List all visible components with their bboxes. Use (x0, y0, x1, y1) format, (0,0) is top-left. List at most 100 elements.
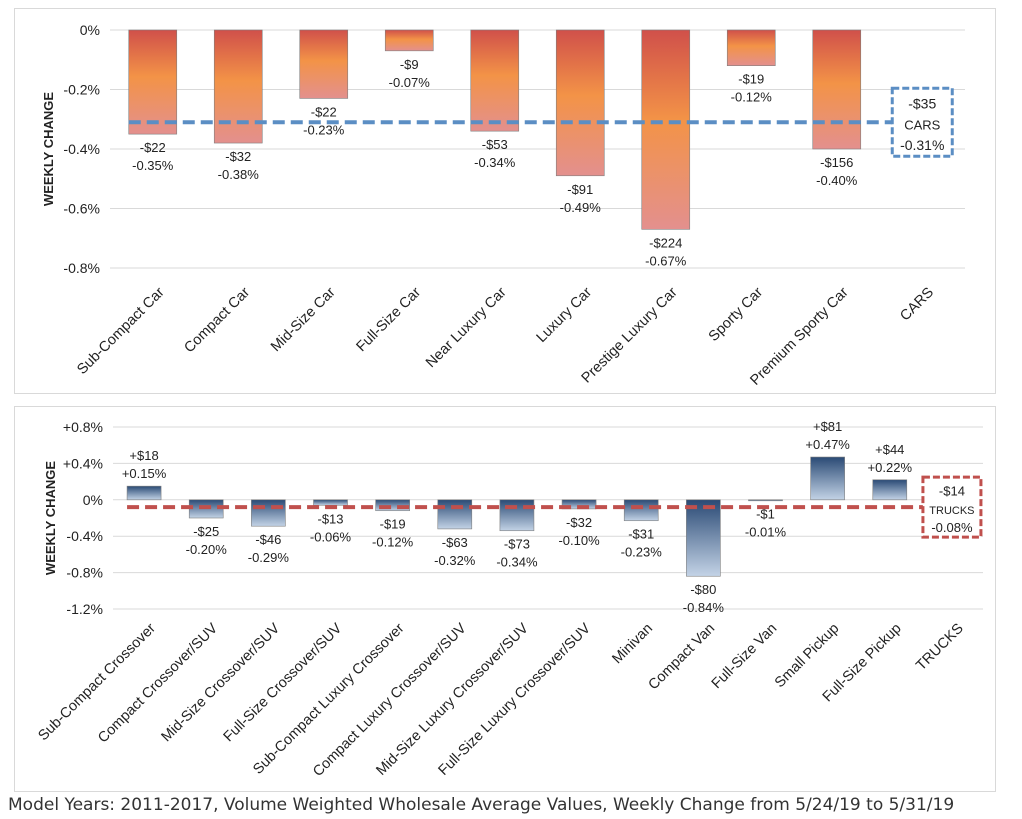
average-pct-label: -0.08% (931, 520, 973, 535)
y-tick-label: -0.4% (66, 528, 103, 544)
data-label-pct: -0.34% (474, 155, 516, 170)
y-tick-label: -0.4% (63, 141, 100, 157)
x-category-label: TRUCKS (913, 621, 966, 674)
data-label-dollar: -$156 (820, 155, 853, 170)
data-label-dollar: -$22 (140, 140, 166, 155)
bar (126, 485, 162, 501)
bar (872, 479, 908, 501)
x-category-label: Small Pickup (772, 621, 843, 692)
bar (748, 499, 783, 502)
average-name-label: TRUCKS (929, 505, 974, 517)
average-dollar-label: -$35 (908, 96, 936, 112)
bar (812, 29, 862, 150)
bar (251, 499, 286, 527)
data-label-pct: -0.23% (621, 545, 663, 560)
y-tick-label: -0.8% (63, 260, 100, 276)
y-tick-label: +0.4% (63, 455, 103, 471)
data-label-pct: -0.32% (434, 553, 476, 568)
x-category-label: Full-Size Crossover/SUV (221, 620, 346, 745)
data-label-dollar: -$25 (193, 524, 219, 539)
data-label-dollar: +$81 (813, 419, 842, 434)
x-category-label: Prestige Luxury Car (579, 284, 681, 386)
data-label-pct: +0.22% (868, 460, 913, 475)
y-tick-label: -0.6% (63, 201, 100, 217)
bar (384, 29, 434, 52)
data-label-pct: -0.12% (731, 90, 773, 105)
data-label-dollar: -$53 (482, 137, 508, 152)
data-label-pct: -0.34% (496, 555, 538, 570)
average-name-label: CARS (904, 117, 940, 132)
data-label-pct: -0.49% (560, 200, 602, 215)
trucks-chart: +0.8% +0.4% 0% -0.4% -0.8% -1.2% WEEKLY CHANGE… (35, 419, 983, 780)
data-label-pct: -0.84% (683, 600, 725, 615)
x-category-label: Compact Car (181, 284, 253, 356)
data-label-pct: +0.47% (805, 437, 850, 452)
bar (810, 456, 845, 501)
y-tick-label: -1.2% (66, 601, 103, 617)
data-label-dollar: -$63 (442, 535, 468, 550)
data-label-pct: -0.23% (303, 122, 345, 137)
x-category-label: Luxury Car (534, 284, 596, 346)
data-label-pct: -0.67% (645, 253, 687, 268)
cars-chart-panel: 0% -0.2% -0.4% -0.6% -0.8% WEEKLY CHANGE -$22 -… (14, 8, 996, 394)
bar (375, 499, 410, 512)
average-box (890, 86, 954, 158)
x-category-label: Mid-Size Crossover/SUV (158, 620, 283, 745)
data-label-dollar: +$18 (129, 448, 158, 463)
x-category-label: Sub-Compact Crossover (35, 620, 159, 744)
data-label-dollar: -$91 (567, 182, 593, 197)
bar (623, 499, 659, 522)
bar (555, 29, 605, 177)
x-category-label: CARS (897, 285, 937, 325)
data-label-pct: -0.06% (310, 529, 352, 544)
data-label-dollar: -$31 (628, 527, 654, 542)
x-category-label: Premium Sporty Car (747, 284, 851, 388)
data-label-dollar: -$9 (400, 57, 419, 72)
data-label-dollar: -$19 (380, 517, 406, 532)
bar (299, 29, 349, 99)
data-label-pct: -0.35% (132, 158, 174, 173)
average-dollar-label: -$14 (939, 484, 965, 499)
average-box (921, 475, 983, 539)
data-label-pct: -0.40% (816, 173, 858, 188)
bar (213, 29, 263, 144)
y-tick-label: -0.8% (66, 565, 103, 581)
data-label-pct: -0.38% (218, 167, 260, 182)
bar (726, 29, 776, 67)
cars-chart: 0% -0.2% -0.4% -0.6% -0.8% WEEKLY CHANGE -$22 -… (41, 22, 965, 389)
data-label-pct: -0.20% (186, 542, 228, 557)
y-tick-label: -0.2% (63, 82, 100, 98)
data-label-dollar: -$32 (566, 515, 592, 530)
data-label-dollar: -$73 (504, 537, 530, 552)
y-tick-label: 0% (80, 22, 100, 38)
x-category-label: Full-Size Van (709, 621, 781, 693)
data-label-pct: -0.10% (558, 533, 600, 548)
data-label-dollar: -$22 (311, 104, 337, 119)
data-label-pct: -0.07% (389, 75, 431, 90)
y-tick-label: 0% (83, 492, 103, 508)
data-label-dollar: -$1 (756, 507, 775, 522)
y-tick-label: +0.8% (63, 419, 103, 435)
data-label-dollar: +$44 (875, 442, 904, 457)
data-label-dollar: -$19 (738, 72, 764, 87)
bar (437, 499, 473, 530)
x-category-label: Compact Crossover/SUV (95, 620, 221, 746)
trucks-chart-panel: +0.8% +0.4% 0% -0.4% -0.8% -1.2% WEEKLY CHANGE… (14, 406, 996, 792)
x-category-label: Compact Van (646, 621, 719, 694)
footnote: Model Years: 2011-2017, Volume Weighted … (8, 795, 955, 815)
y-axis-title: WEEKLY CHANGE (43, 461, 58, 575)
x-category-label: Sporty Car (706, 284, 766, 344)
data-label-dollar: -$13 (317, 511, 343, 526)
x-category-label: Minivan (609, 621, 656, 668)
data-label-pct: +0.15% (122, 466, 167, 481)
data-label-pct: -0.01% (745, 525, 787, 540)
bar (686, 499, 721, 577)
data-label-dollar: -$80 (690, 582, 716, 597)
data-label-dollar: -$46 (255, 532, 281, 547)
bar (641, 29, 691, 230)
data-label-pct: -0.12% (372, 535, 414, 550)
bar (499, 499, 535, 532)
x-category-label: Mid-Size Car (268, 284, 339, 355)
x-category-label: Full-Size Car (354, 284, 425, 355)
data-label-pct: -0.29% (248, 550, 290, 565)
